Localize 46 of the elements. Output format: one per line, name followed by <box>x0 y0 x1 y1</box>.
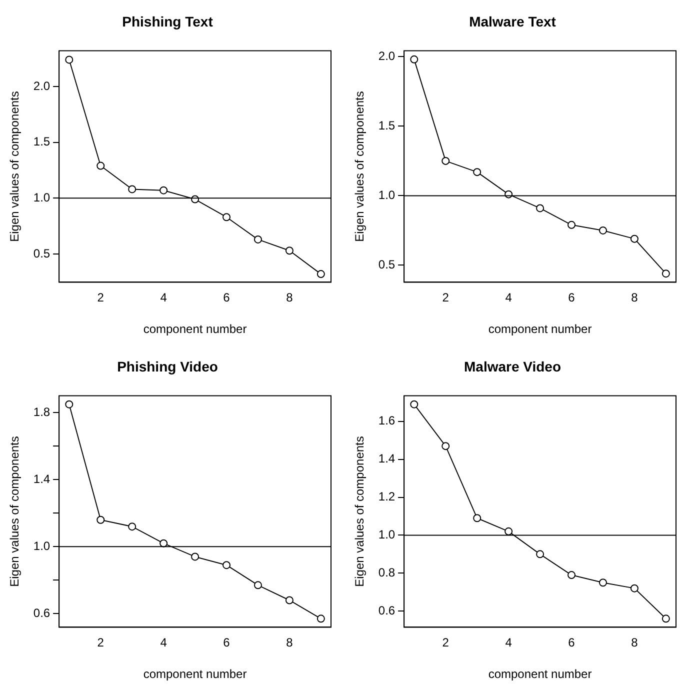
y-tick-label: 1.0 <box>378 528 396 542</box>
y-tick-label: 1.0 <box>33 190 50 204</box>
y-tick-label: 0.5 <box>33 246 50 260</box>
y-tick-label: 1.8 <box>33 405 50 420</box>
chart-title: Phishing Video <box>117 358 218 374</box>
y-axis-title: Eigen values of components <box>352 436 367 587</box>
x-tick-label: 8 <box>631 290 638 305</box>
y-tick-label: 1.6 <box>378 414 396 428</box>
chart-title: Phishing Text <box>122 13 214 30</box>
x-tick-label: 4 <box>160 636 168 650</box>
y-tick-label: 1.0 <box>378 188 396 202</box>
chart-title: Malware Text <box>469 13 556 30</box>
y-tick-label: 1.5 <box>33 134 50 149</box>
x-tick-label: 2 <box>442 636 450 650</box>
y-tick-label: 1.2 <box>378 490 396 504</box>
x-tick-label: 6 <box>568 290 576 305</box>
x-tick-label: 2 <box>97 290 104 305</box>
y-tick-label: 1.4 <box>378 452 396 466</box>
y-tick-label: 1.5 <box>378 118 396 132</box>
y-axis-title: Eigen values of components <box>352 91 367 242</box>
x-tick-label: 8 <box>286 636 294 650</box>
y-tick-label: 0.6 <box>378 603 396 618</box>
x-axis-title: component number <box>143 322 247 336</box>
y-tick-label: 2.0 <box>33 78 50 93</box>
x-tick-label: 8 <box>286 290 294 305</box>
x-tick-label: 2 <box>442 290 450 305</box>
y-tick-label: 2.0 <box>378 48 396 63</box>
y-axis-title: Eigen values of components <box>8 436 22 587</box>
x-axis-title: component number <box>143 667 247 682</box>
x-tick-label: 6 <box>568 636 576 650</box>
y-tick-label: 1.4 <box>33 472 50 486</box>
x-axis-title: component number <box>488 322 592 336</box>
y-tick-label: 0.6 <box>33 606 50 620</box>
x-tick-label: 8 <box>631 636 638 650</box>
x-tick-label: 4 <box>505 290 512 305</box>
x-tick-label: 4 <box>160 290 168 305</box>
y-tick-label: 1.0 <box>33 538 50 553</box>
chart-title: Malware Video <box>464 358 562 374</box>
x-axis-title: component number <box>488 667 592 682</box>
x-tick-label: 6 <box>223 290 230 305</box>
x-tick-label: 4 <box>505 636 512 650</box>
y-tick-label: 0.8 <box>378 565 396 580</box>
x-tick-label: 6 <box>223 636 230 650</box>
x-tick-label: 2 <box>97 636 104 650</box>
y-axis-title: Eigen values of components <box>8 91 22 242</box>
y-tick-label: 0.5 <box>378 258 396 272</box>
